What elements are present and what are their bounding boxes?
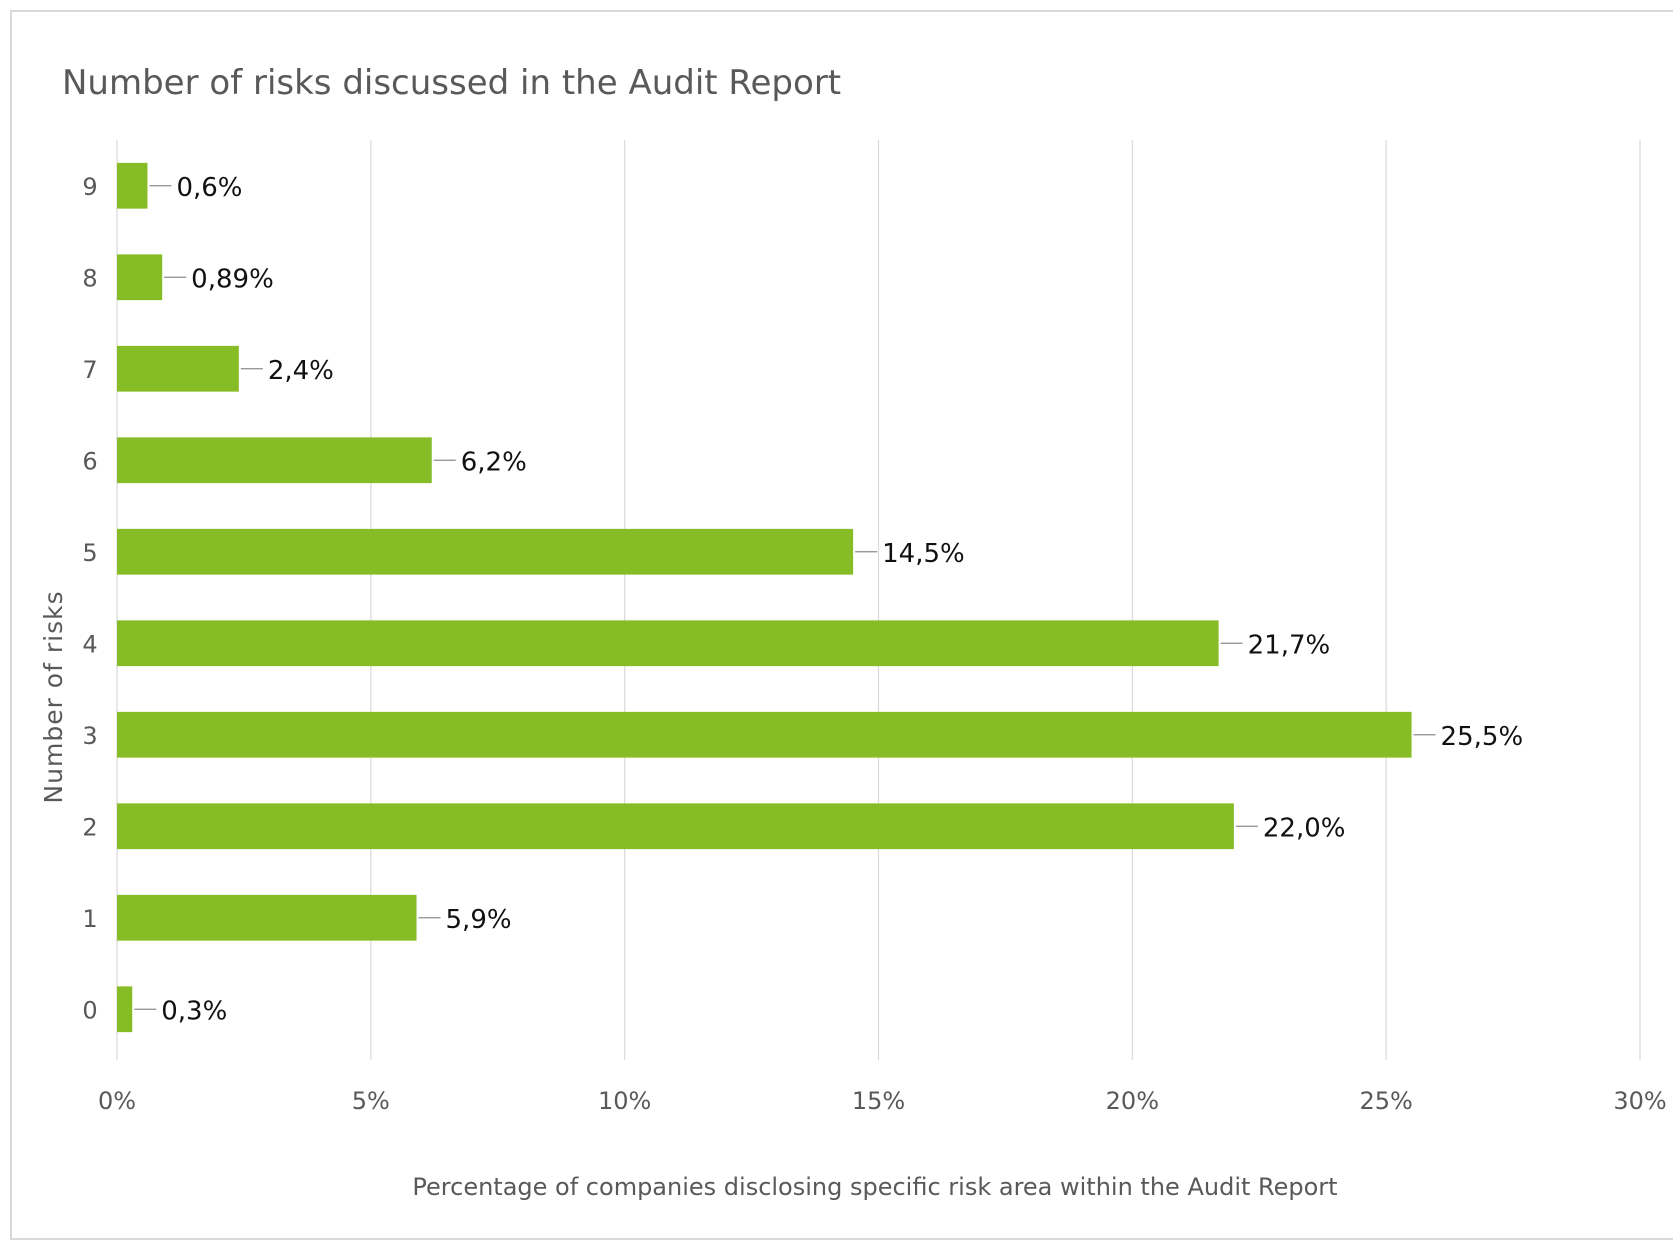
y-tick-label: 7 [82,356,97,384]
data-labels: 0,3% 5,9% 22,0% 25,5% 21,7% 14,5% 6,2% 2,4% 0,89… [134,173,1524,1026]
bar [117,803,1234,850]
data-label: 21,7% [1248,630,1331,660]
y-tick-label: 3 [82,722,97,750]
data-label: 25,5% [1441,722,1524,752]
data-label: 0,6% [176,173,242,203]
y-tick-label: 2 [82,813,97,841]
x-tick-label: 15% [852,1087,905,1115]
x-tick-label: 30% [1613,1087,1666,1115]
x-axis-title: Percentage of companies disclosing speci… [412,1173,1337,1201]
x-tick-label: 10% [598,1087,651,1115]
bar [117,894,417,941]
data-label: 6,2% [461,447,527,477]
y-tick-label: 1 [82,905,97,933]
bar [117,986,133,1033]
x-axis-ticks: 0% 5% 10% 15% 20% 25% 30% [98,1087,1667,1115]
bar [117,162,148,209]
data-label: 0,89% [191,264,274,294]
x-tick-label: 25% [1359,1087,1412,1115]
data-label: 14,5% [882,539,965,569]
y-axis-ticks: 0 1 2 3 4 5 6 7 8 9 [82,173,97,1025]
y-tick-label: 5 [82,539,97,567]
y-tick-label: 8 [82,264,97,292]
bar [117,528,854,575]
bar [117,345,239,392]
data-label: 2,4% [268,356,334,386]
data-label: 22,0% [1263,813,1346,843]
y-axis-title: Number of risks [39,590,68,803]
y-tick-label: 9 [82,173,97,201]
bar-chart: Number of risks discussed in the Audit R… [39,63,1667,1201]
x-tick-label: 20% [1106,1087,1159,1115]
bar [117,620,1219,667]
bar [117,711,1412,758]
y-tick-label: 4 [82,630,97,658]
bar [117,437,432,484]
bar [117,254,163,301]
y-tick-label: 0 [82,996,97,1024]
data-label: 0,3% [161,996,227,1026]
y-tick-label: 6 [82,447,97,475]
bars [117,162,1412,1033]
x-tick-label: 0% [98,1087,136,1115]
chart-title: Number of risks discussed in the Audit R… [62,63,841,103]
x-tick-label: 5% [352,1087,390,1115]
data-label: 5,9% [446,905,512,935]
